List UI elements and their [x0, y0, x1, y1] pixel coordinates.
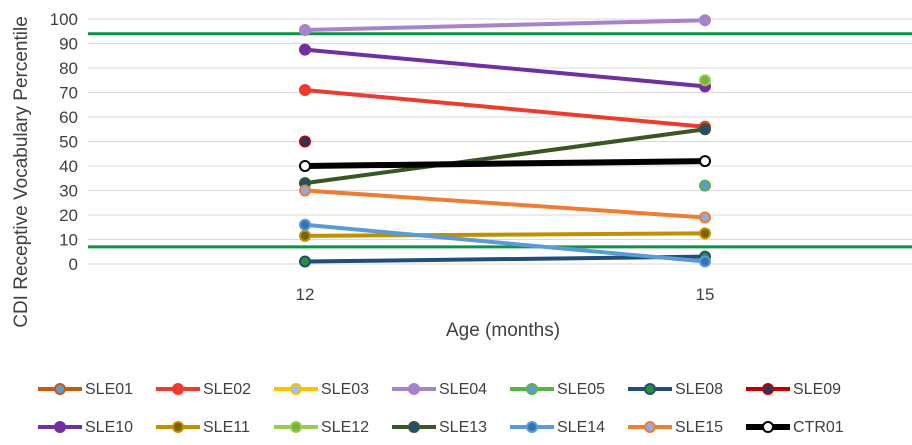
y-tick-label: 60: [59, 108, 78, 127]
x-tick-label: 12: [296, 285, 315, 304]
legend: SLE01 SLE02 SLE03 SLE04 SLE05 SLE08 SLE09 SLE10…: [38, 381, 844, 436]
legend-swatch-marker: [54, 421, 66, 433]
data-point-sle08: [299, 255, 311, 268]
y-tick-label: 30: [59, 182, 78, 201]
legend-item-sle01: SLE01: [38, 381, 133, 398]
legend-item-sle14: SLE14: [510, 419, 605, 436]
legend-item-sle12: SLE12: [274, 419, 369, 436]
legend-item-sle02: SLE02: [156, 381, 251, 398]
legend-item-sle08: SLE08: [628, 381, 723, 398]
legend-swatch-marker: [290, 421, 302, 433]
data-point-sle13: [699, 123, 711, 136]
legend-swatch-marker: [526, 421, 538, 433]
legend-swatch-marker: [290, 383, 302, 395]
series-markers: [299, 14, 711, 268]
legend-label: SLE02: [203, 381, 251, 398]
data-point-sle12: [699, 74, 711, 87]
legend-label: CTR01: [793, 419, 844, 436]
legend-item-ctr01: CTR01: [746, 419, 844, 436]
series-line-sle15: [303, 188, 707, 220]
x-axis-ticks: 12 15: [296, 285, 715, 304]
y-axis-ticks: 0 10 20 30 40 50 60 70 80 90 100: [50, 10, 78, 274]
legend-item-sle09: SLE09: [746, 381, 841, 398]
data-point-sle14: [699, 255, 711, 268]
data-point-sle15: [699, 211, 711, 224]
legend-label: SLE08: [675, 381, 723, 398]
y-tick-label: 20: [59, 206, 78, 225]
series-line-sle04: [303, 18, 707, 33]
series-line-sle11: [303, 231, 707, 238]
series-line-sle08: [303, 254, 707, 264]
legend-label: SLE13: [439, 419, 487, 436]
series-line-sle02: [303, 88, 707, 129]
data-point-sle04: [299, 24, 311, 37]
data-point-sle02: [299, 84, 311, 97]
data-point-sle09: [299, 135, 311, 148]
y-tick-label: 50: [59, 133, 78, 152]
legend-item-sle04: SLE04: [392, 381, 487, 398]
y-tick-label: 70: [59, 84, 78, 103]
legend-label: SLE10: [85, 419, 133, 436]
data-point-ctr01: [699, 155, 711, 168]
legend-swatch-marker: [408, 421, 420, 433]
series-line-ctr01: [302, 158, 708, 169]
x-axis-title: Age (months): [446, 320, 560, 341]
data-point-sle11: [699, 227, 711, 240]
legend-swatch-marker: [408, 383, 420, 395]
legend-label: SLE09: [793, 381, 841, 398]
legend-swatch-marker: [172, 421, 184, 433]
y-tick-label: 40: [59, 157, 78, 176]
legend-swatch-marker: [54, 383, 66, 395]
data-point-ctr01: [299, 160, 311, 172]
y-tick-label: 0: [69, 255, 78, 274]
y-tick-label: 100: [50, 10, 78, 29]
legend-label: SLE11: [203, 419, 250, 436]
data-point-sle14: [299, 218, 311, 231]
legend-label: SLE01: [85, 381, 133, 398]
series-line-sle14: [303, 222, 707, 264]
legend-swatch-marker: [172, 383, 184, 395]
y-tick-label: 80: [59, 59, 78, 78]
y-tick-label: 90: [59, 35, 78, 54]
legend-label: SLE14: [557, 419, 605, 436]
legend-label: SLE03: [321, 381, 369, 398]
legend-swatch-marker: [762, 421, 774, 433]
legend-swatch-marker: [526, 383, 538, 395]
legend-item-sle11: SLE11: [156, 419, 250, 436]
legend-item-sle05: SLE05: [510, 381, 605, 398]
legend-swatch-marker: [762, 383, 774, 395]
gridlines: [88, 18, 912, 265]
y-tick-label: 10: [59, 231, 78, 250]
legend-swatch-marker: [644, 421, 656, 433]
legend-item-sle15: SLE15: [628, 419, 723, 436]
series-line-sle13: [303, 127, 707, 186]
reference-lines: [88, 32, 912, 249]
data-point-sle10: [299, 43, 311, 56]
data-point-sle04: [699, 14, 711, 27]
legend-label: SLE12: [321, 419, 369, 436]
legend-label: SLE15: [675, 419, 723, 436]
y-axis-title: CDI Receptive Vocabulary Percentile: [11, 16, 32, 328]
data-point-sle15: [299, 184, 311, 197]
series-line-sle10: [303, 47, 707, 89]
legend-label: SLE05: [557, 381, 605, 398]
legend-item-sle13: SLE13: [392, 419, 487, 436]
legend-item-sle10: SLE10: [38, 419, 133, 436]
data-point-sle11: [299, 229, 311, 242]
legend-item-sle03: SLE03: [274, 381, 369, 398]
series-lines: [302, 18, 708, 264]
legend-label: SLE04: [439, 381, 487, 398]
x-tick-label: 15: [696, 285, 715, 304]
data-point-sle05: [699, 179, 711, 192]
legend-swatch-marker: [644, 383, 656, 395]
